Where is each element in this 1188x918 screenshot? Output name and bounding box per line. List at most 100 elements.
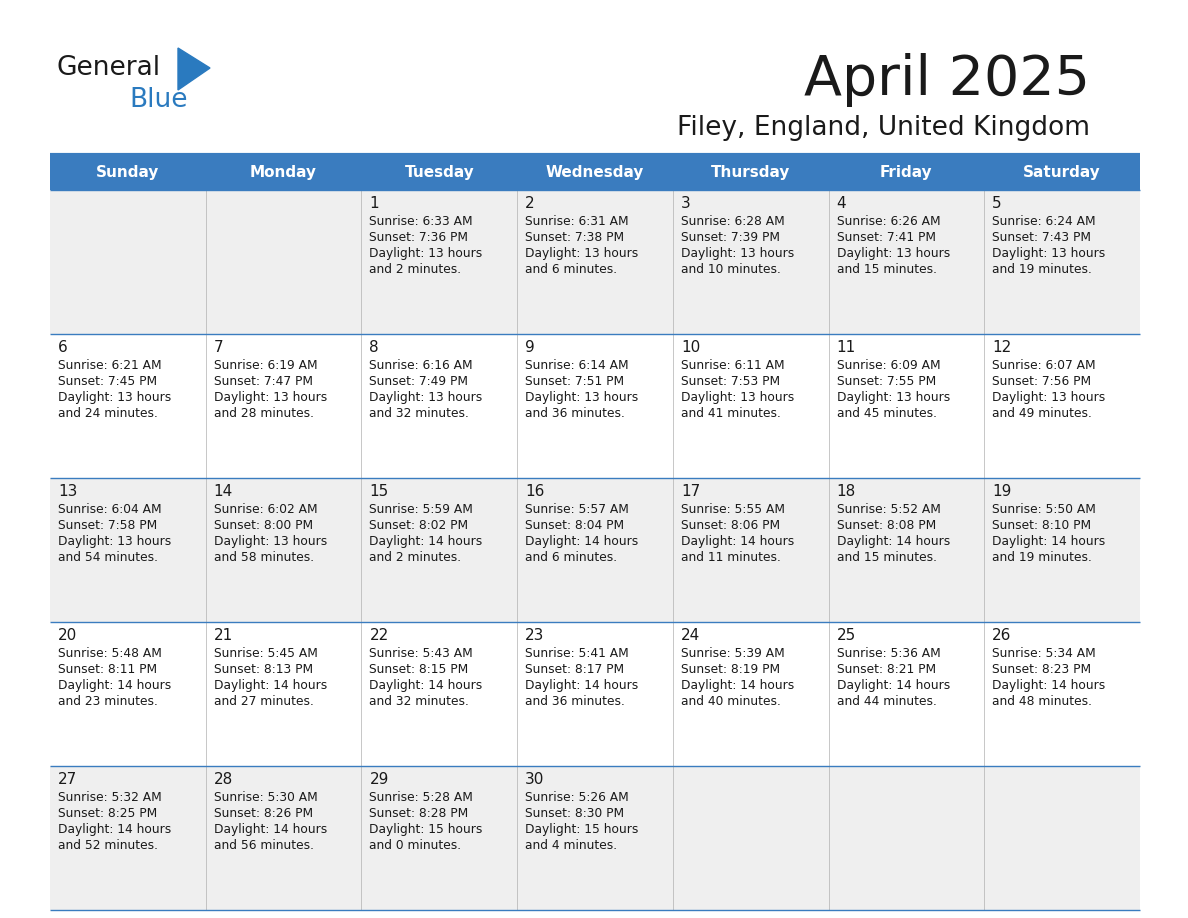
Text: Sunset: 8:06 PM: Sunset: 8:06 PM (681, 519, 781, 532)
Text: and 52 minutes.: and 52 minutes. (58, 839, 158, 852)
Text: and 45 minutes.: and 45 minutes. (836, 407, 936, 420)
Text: Daylight: 14 hours: Daylight: 14 hours (836, 535, 950, 548)
Text: Sunrise: 5:59 AM: Sunrise: 5:59 AM (369, 503, 473, 516)
Text: 23: 23 (525, 628, 544, 643)
Text: Sunset: 8:30 PM: Sunset: 8:30 PM (525, 807, 624, 820)
Text: Sunset: 8:13 PM: Sunset: 8:13 PM (214, 663, 312, 676)
Text: Sunset: 7:55 PM: Sunset: 7:55 PM (836, 375, 936, 388)
Text: 27: 27 (58, 772, 77, 787)
Text: Sunrise: 5:45 AM: Sunrise: 5:45 AM (214, 647, 317, 660)
Text: and 36 minutes.: and 36 minutes. (525, 695, 625, 708)
Text: and 27 minutes.: and 27 minutes. (214, 695, 314, 708)
Text: Sunset: 7:58 PM: Sunset: 7:58 PM (58, 519, 157, 532)
Text: Sunset: 8:25 PM: Sunset: 8:25 PM (58, 807, 157, 820)
Text: and 54 minutes.: and 54 minutes. (58, 551, 158, 564)
Text: Sunset: 7:51 PM: Sunset: 7:51 PM (525, 375, 624, 388)
Text: Sunset: 8:10 PM: Sunset: 8:10 PM (992, 519, 1092, 532)
Text: Daylight: 14 hours: Daylight: 14 hours (58, 823, 171, 836)
Text: and 15 minutes.: and 15 minutes. (836, 551, 936, 564)
Bar (672, 155, 828, 190)
Text: 12: 12 (992, 340, 1011, 355)
Text: Sunset: 8:23 PM: Sunset: 8:23 PM (992, 663, 1092, 676)
Text: Sunset: 8:19 PM: Sunset: 8:19 PM (681, 663, 781, 676)
Text: Sunrise: 5:26 AM: Sunrise: 5:26 AM (525, 791, 628, 804)
Text: 29: 29 (369, 772, 388, 787)
Text: Daylight: 14 hours: Daylight: 14 hours (836, 679, 950, 692)
Text: Sunrise: 6:24 AM: Sunrise: 6:24 AM (992, 215, 1095, 228)
Text: Sunrise: 6:21 AM: Sunrise: 6:21 AM (58, 359, 162, 372)
Text: and 2 minutes.: and 2 minutes. (369, 263, 462, 276)
Text: 3: 3 (681, 196, 690, 211)
Text: and 2 minutes.: and 2 minutes. (369, 551, 462, 564)
Text: Sunset: 8:28 PM: Sunset: 8:28 PM (369, 807, 469, 820)
Text: Sunset: 8:11 PM: Sunset: 8:11 PM (58, 663, 157, 676)
Text: Sunrise: 6:07 AM: Sunrise: 6:07 AM (992, 359, 1095, 372)
Text: Sunset: 8:02 PM: Sunset: 8:02 PM (369, 519, 468, 532)
Text: and 19 minutes.: and 19 minutes. (992, 551, 1092, 564)
Text: Sunrise: 6:28 AM: Sunrise: 6:28 AM (681, 215, 784, 228)
Text: 30: 30 (525, 772, 544, 787)
Text: Sunset: 8:21 PM: Sunset: 8:21 PM (836, 663, 936, 676)
Text: 19: 19 (992, 484, 1012, 499)
Text: Sunrise: 5:39 AM: Sunrise: 5:39 AM (681, 647, 784, 660)
Text: 11: 11 (836, 340, 855, 355)
Text: Sunset: 8:17 PM: Sunset: 8:17 PM (525, 663, 624, 676)
Text: and 10 minutes.: and 10 minutes. (681, 263, 781, 276)
Text: 2: 2 (525, 196, 535, 211)
Bar (985, 155, 1140, 190)
Text: 5: 5 (992, 196, 1001, 211)
Bar (50, 155, 206, 190)
Text: Daylight: 14 hours: Daylight: 14 hours (214, 679, 327, 692)
Text: and 15 minutes.: and 15 minutes. (836, 263, 936, 276)
Text: Sunset: 7:41 PM: Sunset: 7:41 PM (836, 231, 936, 244)
Text: and 6 minutes.: and 6 minutes. (525, 551, 618, 564)
Text: Sunset: 7:56 PM: Sunset: 7:56 PM (992, 375, 1092, 388)
Text: Sunrise: 5:28 AM: Sunrise: 5:28 AM (369, 791, 473, 804)
Text: Sunrise: 5:41 AM: Sunrise: 5:41 AM (525, 647, 628, 660)
Text: Sunset: 8:15 PM: Sunset: 8:15 PM (369, 663, 469, 676)
Bar (828, 155, 985, 190)
Text: 1: 1 (369, 196, 379, 211)
Text: Sunrise: 6:19 AM: Sunrise: 6:19 AM (214, 359, 317, 372)
Bar (50, 334, 1140, 478)
Text: Sunrise: 5:57 AM: Sunrise: 5:57 AM (525, 503, 628, 516)
Text: Daylight: 15 hours: Daylight: 15 hours (525, 823, 638, 836)
Text: Sunrise: 6:04 AM: Sunrise: 6:04 AM (58, 503, 162, 516)
Text: Daylight: 14 hours: Daylight: 14 hours (992, 679, 1106, 692)
Text: 14: 14 (214, 484, 233, 499)
Text: and 44 minutes.: and 44 minutes. (836, 695, 936, 708)
Text: and 4 minutes.: and 4 minutes. (525, 839, 618, 852)
Text: 15: 15 (369, 484, 388, 499)
Text: April 2025: April 2025 (804, 53, 1091, 107)
Text: Daylight: 14 hours: Daylight: 14 hours (525, 679, 638, 692)
Text: Daylight: 13 hours: Daylight: 13 hours (525, 391, 638, 404)
Bar (517, 155, 672, 190)
Text: Sunset: 8:04 PM: Sunset: 8:04 PM (525, 519, 624, 532)
Text: Sunday: Sunday (96, 165, 159, 180)
Text: Daylight: 14 hours: Daylight: 14 hours (681, 679, 794, 692)
Text: 26: 26 (992, 628, 1012, 643)
Text: Sunrise: 5:32 AM: Sunrise: 5:32 AM (58, 791, 162, 804)
Text: Sunset: 7:43 PM: Sunset: 7:43 PM (992, 231, 1092, 244)
Text: and 11 minutes.: and 11 minutes. (681, 551, 781, 564)
Text: Blue: Blue (129, 87, 188, 113)
Text: and 6 minutes.: and 6 minutes. (525, 263, 618, 276)
Text: Sunset: 7:45 PM: Sunset: 7:45 PM (58, 375, 157, 388)
Text: Sunrise: 5:34 AM: Sunrise: 5:34 AM (992, 647, 1097, 660)
Text: Sunset: 7:47 PM: Sunset: 7:47 PM (214, 375, 312, 388)
Text: 25: 25 (836, 628, 855, 643)
Text: and 56 minutes.: and 56 minutes. (214, 839, 314, 852)
Text: 4: 4 (836, 196, 846, 211)
Text: and 24 minutes.: and 24 minutes. (58, 407, 158, 420)
Text: Sunrise: 6:02 AM: Sunrise: 6:02 AM (214, 503, 317, 516)
Text: and 32 minutes.: and 32 minutes. (369, 695, 469, 708)
Bar (50, 478, 1140, 622)
Text: 13: 13 (58, 484, 77, 499)
Text: 21: 21 (214, 628, 233, 643)
Text: Sunset: 8:08 PM: Sunset: 8:08 PM (836, 519, 936, 532)
Text: Sunrise: 5:43 AM: Sunrise: 5:43 AM (369, 647, 473, 660)
Text: Monday: Monday (249, 165, 317, 180)
Text: and 28 minutes.: and 28 minutes. (214, 407, 314, 420)
Text: 16: 16 (525, 484, 544, 499)
Text: Sunrise: 5:48 AM: Sunrise: 5:48 AM (58, 647, 162, 660)
